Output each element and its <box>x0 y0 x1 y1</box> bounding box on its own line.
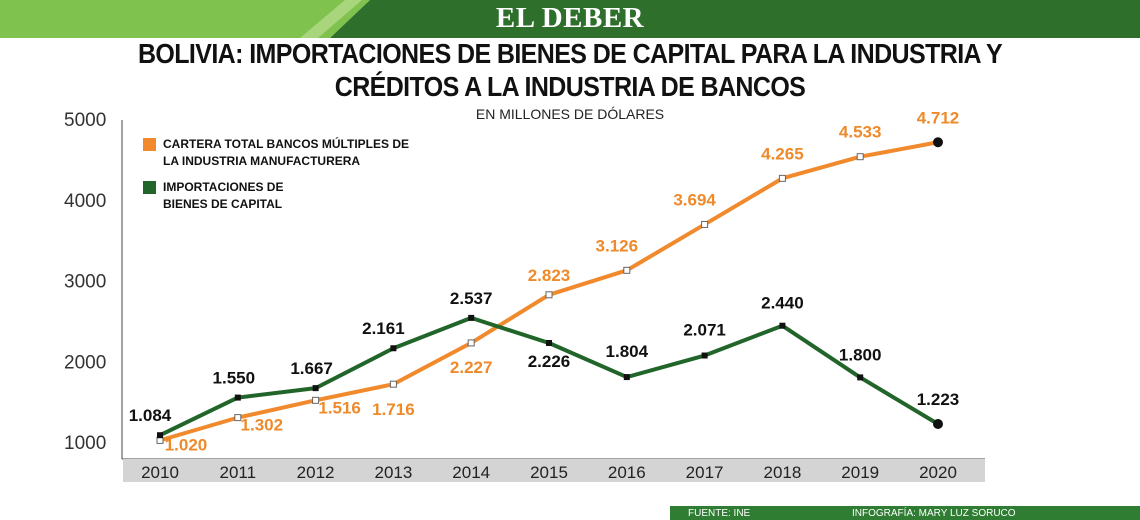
data-label-cartera: 2.227 <box>450 358 493 377</box>
x-tick-label: 2011 <box>220 463 257 482</box>
y-tick-label: 5000 <box>64 110 106 131</box>
point-cartera <box>545 291 553 299</box>
x-tick-label: 2014 <box>452 463 490 482</box>
point-cartera <box>156 436 164 444</box>
data-label-cartera: 1.302 <box>241 416 284 435</box>
footer-credit: INFOGRAFÍA: MARY LUZ SORUCO <box>852 508 1016 519</box>
legend-label-importaciones-line2: BIENES DE CAPITAL <box>163 197 283 211</box>
x-tick-label: 2010 <box>141 463 179 482</box>
point-importaciones <box>779 322 786 329</box>
data-label-importaciones: 2.071 <box>683 321 726 340</box>
point-importaciones <box>933 418 943 429</box>
data-label-cartera: 3.126 <box>596 236 639 255</box>
point-importaciones <box>157 432 163 439</box>
data-label-importaciones: 1.550 <box>213 369 256 388</box>
data-label-importaciones: 1.800 <box>839 345 882 364</box>
legend-swatch-cartera <box>143 138 156 151</box>
data-label-importaciones: 2.440 <box>761 294 804 313</box>
data-label-importaciones: 2.161 <box>362 319 405 338</box>
point-cartera <box>778 174 786 182</box>
point-cartera <box>234 414 242 422</box>
data-label-importaciones: 1.223 <box>917 390 960 409</box>
chart-title-line1: BOLIVIA: IMPORTACIONES DE BIENES DE CAPI… <box>137 38 1003 70</box>
legend-label-importaciones: IMPORTACIONES DE BIENES DE CAPITAL <box>163 179 463 213</box>
point-cartera <box>933 137 943 148</box>
y-tick-label: 1000 <box>64 433 106 454</box>
data-label-cartera: 4.265 <box>761 144 804 163</box>
x-tick-label: 2019 <box>841 463 879 482</box>
x-tick-label: 2013 <box>374 463 412 482</box>
point-cartera <box>856 153 864 161</box>
chart-title-line2: CRÉDITOS A LA INDUSTRIA DE BANCOS <box>334 71 806 103</box>
data-label-cartera: 3.694 <box>673 190 716 209</box>
x-tick-label: 2017 <box>686 463 724 482</box>
data-label-cartera: 4.533 <box>839 123 882 142</box>
footer-bar <box>670 506 1140 520</box>
y-tick-label: 4000 <box>64 191 106 212</box>
data-label-cartera: 1.020 <box>165 435 208 454</box>
point-importaciones <box>623 374 630 381</box>
banner-accent <box>300 0 362 38</box>
header-banner <box>0 0 1140 38</box>
legend-label-cartera-line1: CARTERA TOTAL BANCOS MÚLTIPLES DE <box>163 137 409 151</box>
legend-label-cartera-line2: LA INDUSTRIA MANUFACTURERA <box>163 154 361 168</box>
x-tick-label: 2020 <box>919 463 957 482</box>
point-importaciones <box>312 385 319 392</box>
footer-source: FUENTE: INE <box>688 508 751 519</box>
point-cartera <box>623 266 631 274</box>
point-importaciones <box>546 340 552 347</box>
data-label-cartera: 2.823 <box>528 266 571 285</box>
point-cartera <box>389 380 397 388</box>
point-cartera <box>312 396 320 404</box>
x-tick-label: 2015 <box>530 463 568 482</box>
point-importaciones <box>390 345 397 352</box>
legend-label-cartera: CARTERA TOTAL BANCOS MÚLTIPLES DE LA IND… <box>163 136 463 170</box>
x-tick-label: 2012 <box>297 463 335 482</box>
legend-swatch-importaciones <box>143 181 156 194</box>
data-label-importaciones: 2.537 <box>450 289 493 308</box>
banner-light-stripe <box>0 0 370 38</box>
chart-subtitle: EN MILLONES DE DÓLARES <box>475 106 665 122</box>
data-label-importaciones: 1.084 <box>129 406 172 425</box>
point-importaciones <box>857 374 864 381</box>
data-label-cartera: 4.712 <box>917 108 960 127</box>
point-cartera <box>467 339 475 347</box>
point-importaciones <box>234 394 241 401</box>
legend-label-importaciones-line1: IMPORTACIONES DE <box>163 180 284 194</box>
x-tick-label: 2016 <box>608 463 646 482</box>
y-tick-label: 2000 <box>64 352 106 373</box>
brand-logo: EL DEBER <box>495 2 645 34</box>
data-label-importaciones: 2.226 <box>528 352 571 371</box>
point-importaciones <box>468 314 475 321</box>
point-importaciones <box>701 352 708 359</box>
data-label-cartera: 1.516 <box>318 398 361 417</box>
banner-dark-stripe <box>330 0 1140 38</box>
data-label-cartera: 1.716 <box>372 400 415 419</box>
x-axis-band <box>123 459 985 482</box>
x-tick-label: 2018 <box>763 463 801 482</box>
point-cartera <box>701 220 709 228</box>
data-label-importaciones: 1.667 <box>290 359 333 378</box>
data-label-importaciones: 1.804 <box>606 342 649 361</box>
y-tick-label: 3000 <box>64 272 106 293</box>
